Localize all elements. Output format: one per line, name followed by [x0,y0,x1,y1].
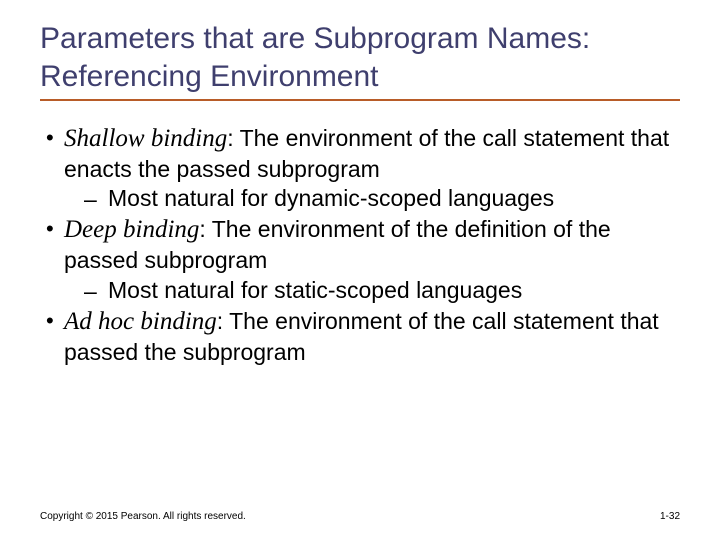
term: Shallow binding [64,125,227,152]
sub-bullet: – Most natural for static-scoped languag… [64,276,680,306]
bullet-text: Shallow binding: The environment of the … [64,123,680,214]
bullet-text: Deep binding: The environment of the def… [64,214,680,305]
bullet-item: • Shallow binding: The environment of th… [46,123,680,214]
bullet-text: Ad hoc binding: The environment of the c… [64,306,680,367]
bullet-item: • Deep binding: The environment of the d… [46,214,680,305]
title-underline [40,99,680,101]
bullet-item: • Ad hoc binding: The environment of the… [46,306,680,367]
bullet-marker: • [46,306,64,336]
copyright-text: Copyright © 2015 Pearson. All rights res… [40,511,246,522]
bullet-marker: • [46,214,64,244]
slide-body: • Shallow binding: The environment of th… [40,123,680,367]
sub-marker: – [84,276,108,306]
sub-text: Most natural for static-scoped languages [108,276,522,305]
term: Ad hoc binding [64,308,217,335]
bullet-marker: • [46,123,64,153]
sub-marker: – [84,184,108,214]
term: Deep binding [64,216,199,243]
slide-title: Parameters that are Subprogram Names: Re… [40,20,680,95]
sub-bullet: – Most natural for dynamic-scoped langua… [64,184,680,214]
slide-footer: Copyright © 2015 Pearson. All rights res… [40,511,680,522]
sub-text: Most natural for dynamic-scoped language… [108,184,554,213]
slide: Parameters that are Subprogram Names: Re… [0,0,720,540]
page-number: 1-32 [660,511,680,522]
